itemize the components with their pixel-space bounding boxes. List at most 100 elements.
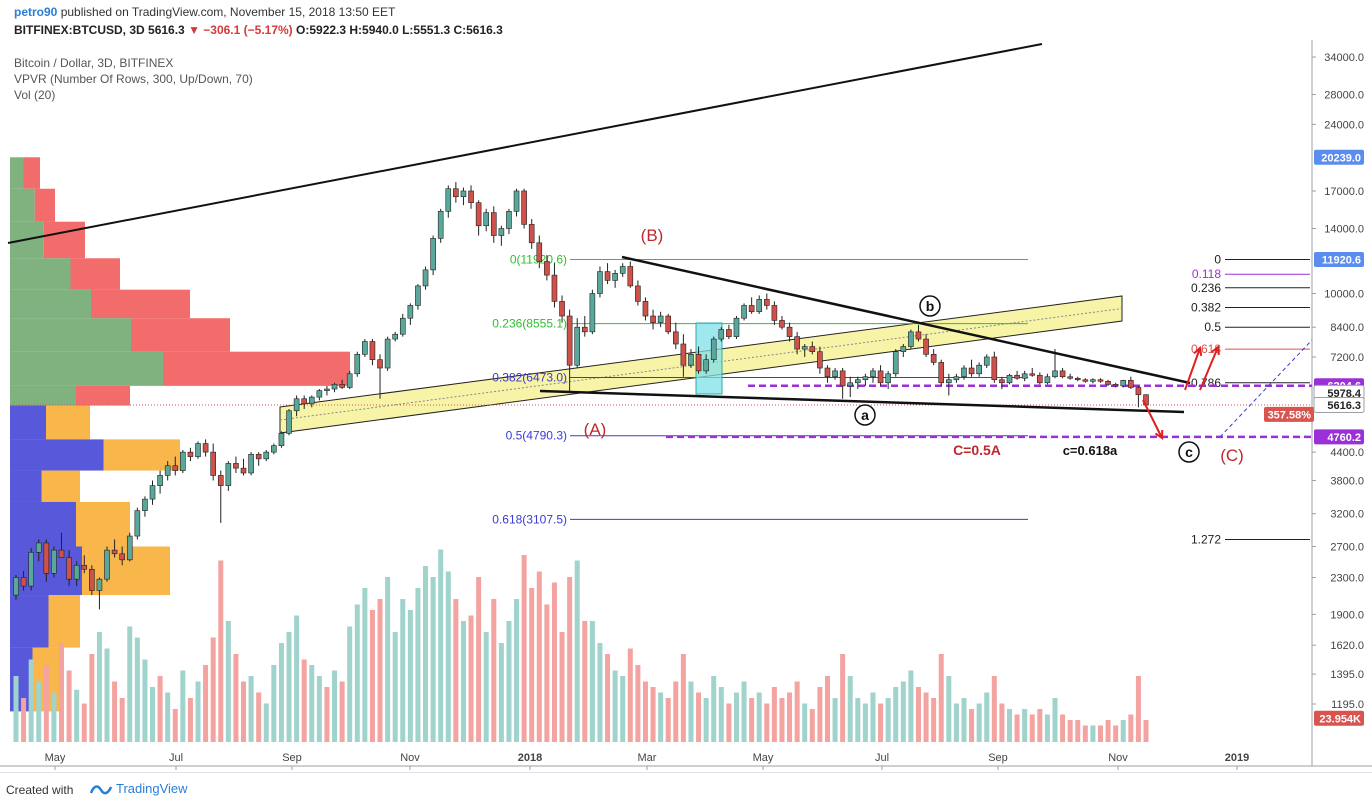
candle-body [544,261,550,276]
volume-bar [824,676,830,742]
volume-bar [1120,720,1126,742]
candle-body [946,379,952,384]
wedge-lower-line [539,389,1185,414]
vpvr-down-bar [23,157,40,189]
volume-bar [36,681,42,742]
volume-bar [589,621,595,742]
candle-body [604,271,611,281]
legend-vpvr[interactable]: VPVR (Number Of Rows, 300, Up/Down, 70) [14,72,253,86]
candle-body [58,549,65,558]
price-tick-label-2: 24000.0 [1324,119,1364,131]
volume-bar [885,698,891,742]
candle-body [437,211,444,239]
price-tick-label-7: 7200.0 [1330,352,1364,364]
author-link[interactable]: petro90 [14,5,58,19]
candle-body [210,451,216,476]
volume-bar [28,659,34,742]
candle-body [635,285,641,302]
volume-bar [931,698,937,742]
candle-body [832,370,838,378]
candle-body [180,451,186,471]
volume-bar [1052,698,1058,742]
price-tick-label-13: 1900.0 [1330,609,1364,621]
candle-body [301,398,307,405]
volume-bar [438,549,444,742]
candle-body [369,341,376,360]
fib-extension-label-0: 0 [1214,253,1221,267]
candle-body [756,299,763,313]
candle-body [1128,380,1134,388]
candle-body [1014,374,1020,379]
candle-body [240,467,247,474]
volume-bar [377,599,383,742]
volume-bar [385,577,391,742]
legend-vol[interactable]: Vol (20) [14,88,56,102]
candle-body [1044,376,1051,384]
candle-body [195,443,201,457]
price-badge-0 [1314,149,1364,165]
wave-circle-b [919,295,941,317]
volume-bar [551,582,557,742]
chart-header: petro90 published on TradingView.com, No… [0,0,1372,40]
volume-bar [870,692,876,742]
volume-bar [696,692,702,742]
candle-body [1052,370,1058,378]
volume-bar [923,692,929,742]
candle-body [225,463,232,486]
volume-bar [294,615,300,742]
price-tick-label-9: 3800.0 [1330,475,1364,487]
candle-body [104,549,110,580]
candle-body [1067,376,1073,379]
price-badge-6 [1314,429,1364,445]
candle-body [339,384,345,388]
price-badge-label-6: 4760.2 [1327,432,1361,444]
candle-body [1037,374,1043,384]
volume-bar [278,643,284,742]
volume-bar [13,676,19,742]
candle-body [1090,379,1096,382]
volume-bar [218,560,224,742]
volume-bar [771,687,777,742]
volume-bar [832,698,838,742]
candle-body [498,228,505,236]
wave-circle-label-b: b [926,298,935,314]
candle-body [111,549,118,555]
candle-body [771,305,778,321]
price-tick-label-14: 1620.0 [1330,640,1364,652]
price-badge-label-4: 357.58% [1268,409,1312,421]
candle-body [961,367,967,378]
volume-bar [59,643,65,742]
fib-extension-label-7: 1.272 [1191,532,1221,546]
time-tick-label-1: Jul [169,752,183,764]
price-chart[interactable]: 34000.0 28000.0 24000.0 17000.0 14000.0 10000… [0,40,1372,772]
candle-body [20,577,27,587]
volume-bar [787,692,793,742]
annotation-c-equals-0618a: c=0.618a [1063,443,1118,458]
price-badge-label-7: 23.954K [1319,713,1361,725]
volume-bar [574,560,580,742]
tradingview-link[interactable]: TradingView [90,781,188,796]
volume-bar [127,626,133,742]
volume-bar [1022,709,1028,742]
volume-bar [1128,714,1134,742]
candle-body [1074,377,1081,381]
volume-bar [150,687,156,742]
candle-body [157,475,163,486]
volume-bar [286,632,292,742]
fib-retracement-label-3: 0.5(4790.3) [506,429,567,443]
price-badge-label-5: 5616.3 [1327,400,1361,412]
volume-bar [984,692,990,742]
candle-body [938,362,945,384]
volume-bar [263,703,269,742]
candle-body [764,299,770,306]
candle-body [490,212,497,236]
volume-bar [946,676,952,742]
vpvr-down-bar [76,501,130,547]
volume-bar [96,632,102,742]
volume-bar [195,681,201,742]
volume-bar [498,643,504,742]
annotation-c-equals-half-a: C=0.5A [953,442,1001,458]
volume-bar [1067,720,1073,742]
vpvr-up-bar [10,318,131,352]
volume-bar [1143,720,1149,742]
